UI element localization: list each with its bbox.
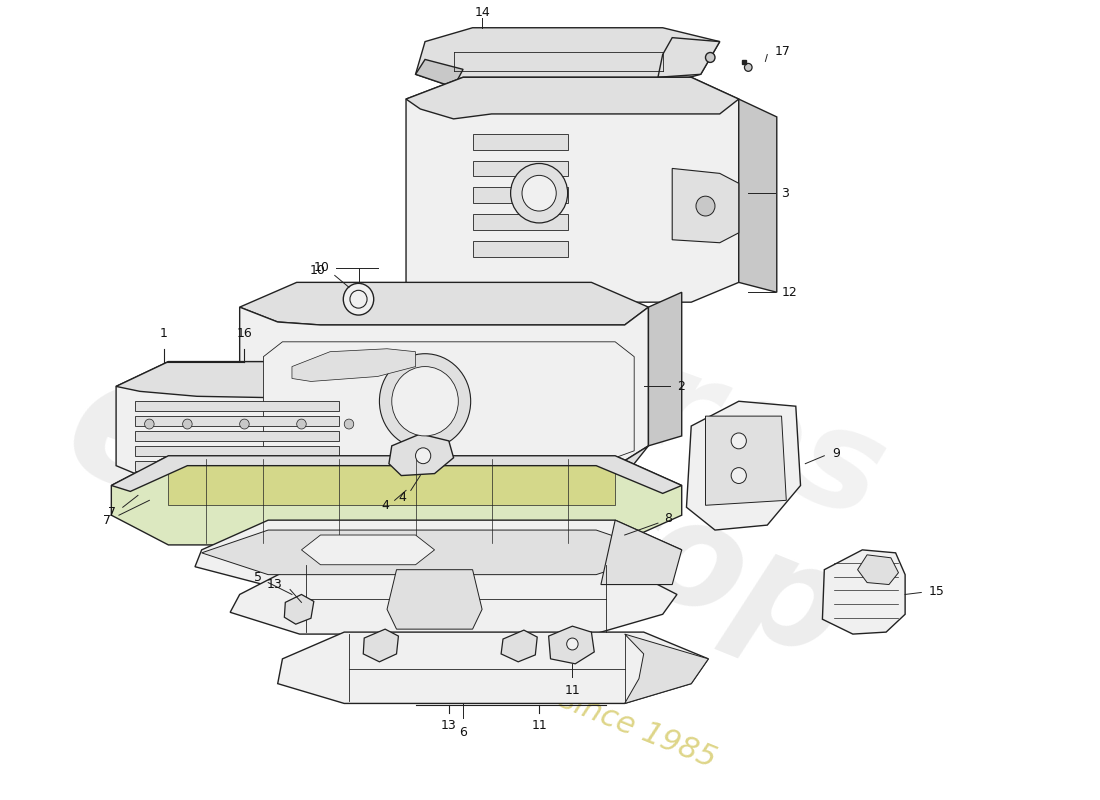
Text: 10: 10 xyxy=(315,261,330,274)
Circle shape xyxy=(240,419,250,429)
Circle shape xyxy=(183,419,192,429)
Text: 9: 9 xyxy=(832,447,839,460)
Circle shape xyxy=(344,419,354,429)
Polygon shape xyxy=(502,630,537,662)
Polygon shape xyxy=(201,530,662,574)
Circle shape xyxy=(343,283,374,315)
Polygon shape xyxy=(858,555,899,585)
Polygon shape xyxy=(111,456,682,545)
Text: 6: 6 xyxy=(459,726,468,739)
Polygon shape xyxy=(301,535,434,565)
Circle shape xyxy=(522,175,557,211)
Circle shape xyxy=(705,53,715,62)
Polygon shape xyxy=(739,99,777,292)
Text: 15: 15 xyxy=(928,585,945,598)
Circle shape xyxy=(297,419,306,429)
Polygon shape xyxy=(473,214,568,230)
Polygon shape xyxy=(363,629,398,662)
Polygon shape xyxy=(230,562,676,634)
Polygon shape xyxy=(240,282,648,325)
Circle shape xyxy=(416,448,431,464)
Polygon shape xyxy=(135,431,340,441)
Polygon shape xyxy=(473,161,568,176)
Text: 10: 10 xyxy=(309,264,326,277)
Text: 17: 17 xyxy=(774,45,791,58)
Polygon shape xyxy=(823,550,905,634)
Polygon shape xyxy=(168,458,615,506)
Polygon shape xyxy=(406,78,739,119)
Circle shape xyxy=(566,638,579,650)
Polygon shape xyxy=(389,434,453,475)
Polygon shape xyxy=(672,169,739,242)
Text: europ: europ xyxy=(368,380,866,690)
Text: p: p xyxy=(486,450,668,660)
Polygon shape xyxy=(416,59,463,87)
Polygon shape xyxy=(195,520,682,585)
Text: 11: 11 xyxy=(564,684,581,697)
Polygon shape xyxy=(549,626,594,664)
Text: 8: 8 xyxy=(664,512,672,525)
Polygon shape xyxy=(277,446,648,475)
Circle shape xyxy=(732,433,747,449)
Polygon shape xyxy=(601,520,682,585)
Polygon shape xyxy=(473,134,568,150)
Text: a passion for parts since 1985: a passion for parts since 1985 xyxy=(282,574,720,774)
Polygon shape xyxy=(473,187,568,203)
Polygon shape xyxy=(416,28,719,87)
Polygon shape xyxy=(686,402,801,530)
Polygon shape xyxy=(277,632,708,703)
Polygon shape xyxy=(705,416,786,506)
Text: 13: 13 xyxy=(266,578,283,591)
Circle shape xyxy=(144,419,154,429)
Polygon shape xyxy=(135,446,340,456)
Text: 12: 12 xyxy=(781,286,798,298)
Polygon shape xyxy=(135,402,340,411)
Text: 5: 5 xyxy=(253,571,262,584)
Polygon shape xyxy=(406,78,739,302)
Polygon shape xyxy=(135,416,340,426)
Text: euro: euro xyxy=(44,334,540,658)
Polygon shape xyxy=(135,461,340,470)
Circle shape xyxy=(379,354,471,449)
Polygon shape xyxy=(387,570,482,629)
Text: ares: ares xyxy=(537,305,902,547)
Polygon shape xyxy=(117,362,385,487)
Circle shape xyxy=(510,163,568,223)
Text: 3: 3 xyxy=(781,186,790,200)
Polygon shape xyxy=(658,38,719,78)
Text: 2: 2 xyxy=(676,380,685,393)
Polygon shape xyxy=(625,634,708,703)
Text: 11: 11 xyxy=(531,719,547,732)
Text: 4: 4 xyxy=(381,498,389,512)
Text: 7: 7 xyxy=(108,506,117,518)
Text: 13: 13 xyxy=(441,719,456,732)
Text: 7: 7 xyxy=(103,514,111,526)
Circle shape xyxy=(745,63,752,71)
Polygon shape xyxy=(263,342,635,458)
Polygon shape xyxy=(473,241,568,257)
Polygon shape xyxy=(240,307,648,461)
Text: 4: 4 xyxy=(398,491,406,504)
Text: 1: 1 xyxy=(160,327,167,340)
Polygon shape xyxy=(648,292,682,446)
Circle shape xyxy=(696,196,715,216)
Circle shape xyxy=(732,468,747,483)
Circle shape xyxy=(392,366,459,436)
Text: 16: 16 xyxy=(236,327,252,340)
Polygon shape xyxy=(285,594,314,624)
Polygon shape xyxy=(117,362,385,398)
Text: 14: 14 xyxy=(474,6,490,19)
Polygon shape xyxy=(111,456,682,494)
Polygon shape xyxy=(292,349,416,382)
